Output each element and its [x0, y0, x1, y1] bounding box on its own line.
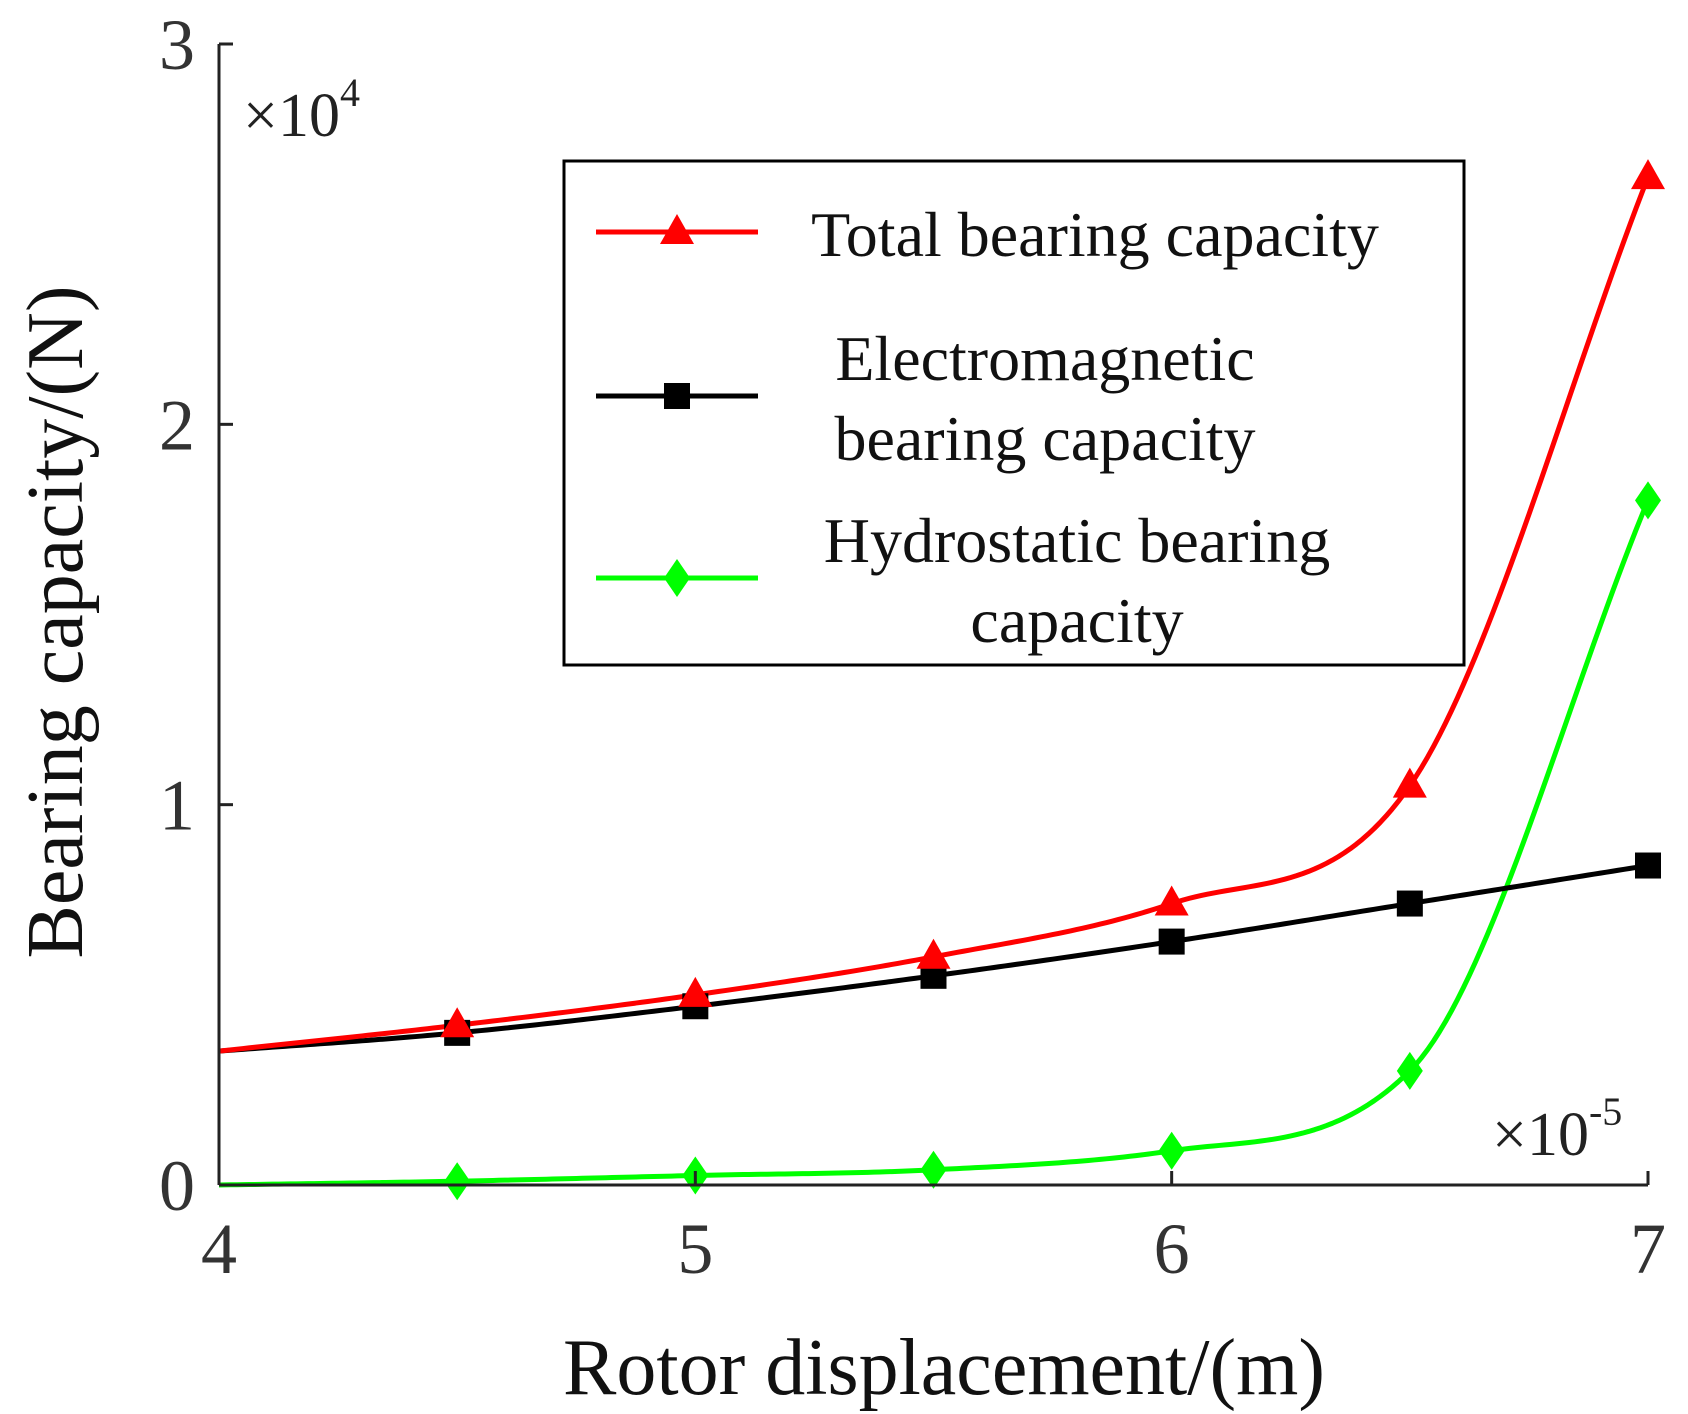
y-exponent-value: 4	[340, 70, 360, 115]
data-point-diamond	[1396, 1051, 1423, 1090]
legend-label: Total bearing capacity	[811, 199, 1379, 270]
y-tick-label: 2	[159, 385, 195, 465]
legend: Total bearing capacity Electromagnetic bea…	[562, 159, 1466, 667]
legend-swatch-triangle	[660, 214, 694, 244]
y-tick-label: 1	[159, 766, 195, 846]
y-axis-title: Bearing capacity/(N)	[12, 285, 100, 958]
x-exponent-label: ×10-5	[1492, 1089, 1622, 1169]
legend-swatch-square	[664, 383, 690, 409]
legend-label: capacity	[970, 585, 1183, 656]
legend-item: Total bearing capacity	[596, 199, 1379, 270]
data-point-triangle	[1631, 159, 1665, 190]
data-point-diamond	[1635, 481, 1661, 520]
data-point-triangle	[678, 976, 713, 1007]
plot-area	[218, 159, 1665, 1201]
y-exponent-label: ×104	[243, 70, 360, 150]
legend-label: Electromagnetic	[835, 323, 1254, 394]
data-point-square	[1396, 890, 1423, 917]
x-tick-label: 4	[201, 1209, 237, 1289]
data-point-triangle	[916, 938, 951, 969]
data-point-triangle	[1392, 767, 1427, 798]
data-point-triangle	[1154, 885, 1189, 916]
legend-items: Total bearing capacity Electromagnetic bea…	[596, 199, 1379, 656]
x-tick-label: 5	[677, 1209, 713, 1289]
legend-item: Electromagnetic bearing capacity	[596, 323, 1256, 474]
data-point-square	[1158, 928, 1185, 955]
y-tick-label: 3	[159, 5, 195, 85]
data-point-diamond	[920, 1150, 947, 1189]
x-ticks: 4 5 6 7	[201, 1171, 1666, 1289]
data-point-square	[1635, 852, 1661, 879]
x-exponent-value: -5	[1589, 1089, 1622, 1134]
x-axis-title: Rotor displacement/(m)	[563, 1324, 1325, 1412]
legend-label: Hydrostatic bearing	[824, 505, 1331, 576]
legend-swatch-diamond	[664, 559, 690, 597]
marker-layer	[440, 159, 1665, 1201]
data-point-triangle	[440, 1007, 475, 1038]
legend-box	[562, 159, 1466, 667]
legend-label: bearing capacity	[834, 403, 1255, 474]
legend-item: Hydrostatic bearing capacity	[596, 505, 1330, 656]
x-tick-label: 7	[1630, 1209, 1666, 1289]
y-ticks: 0 1 2 3	[159, 5, 233, 1226]
x-tick-label: 6	[1154, 1209, 1190, 1289]
data-point-diamond	[1158, 1131, 1185, 1170]
y-tick-label: 0	[159, 1146, 195, 1226]
data-point-diamond	[444, 1162, 471, 1201]
axes: 4 5 6 7 0 1 2 3 ×104 ×10-5 Rotor displacement/…	[12, 5, 1666, 1412]
